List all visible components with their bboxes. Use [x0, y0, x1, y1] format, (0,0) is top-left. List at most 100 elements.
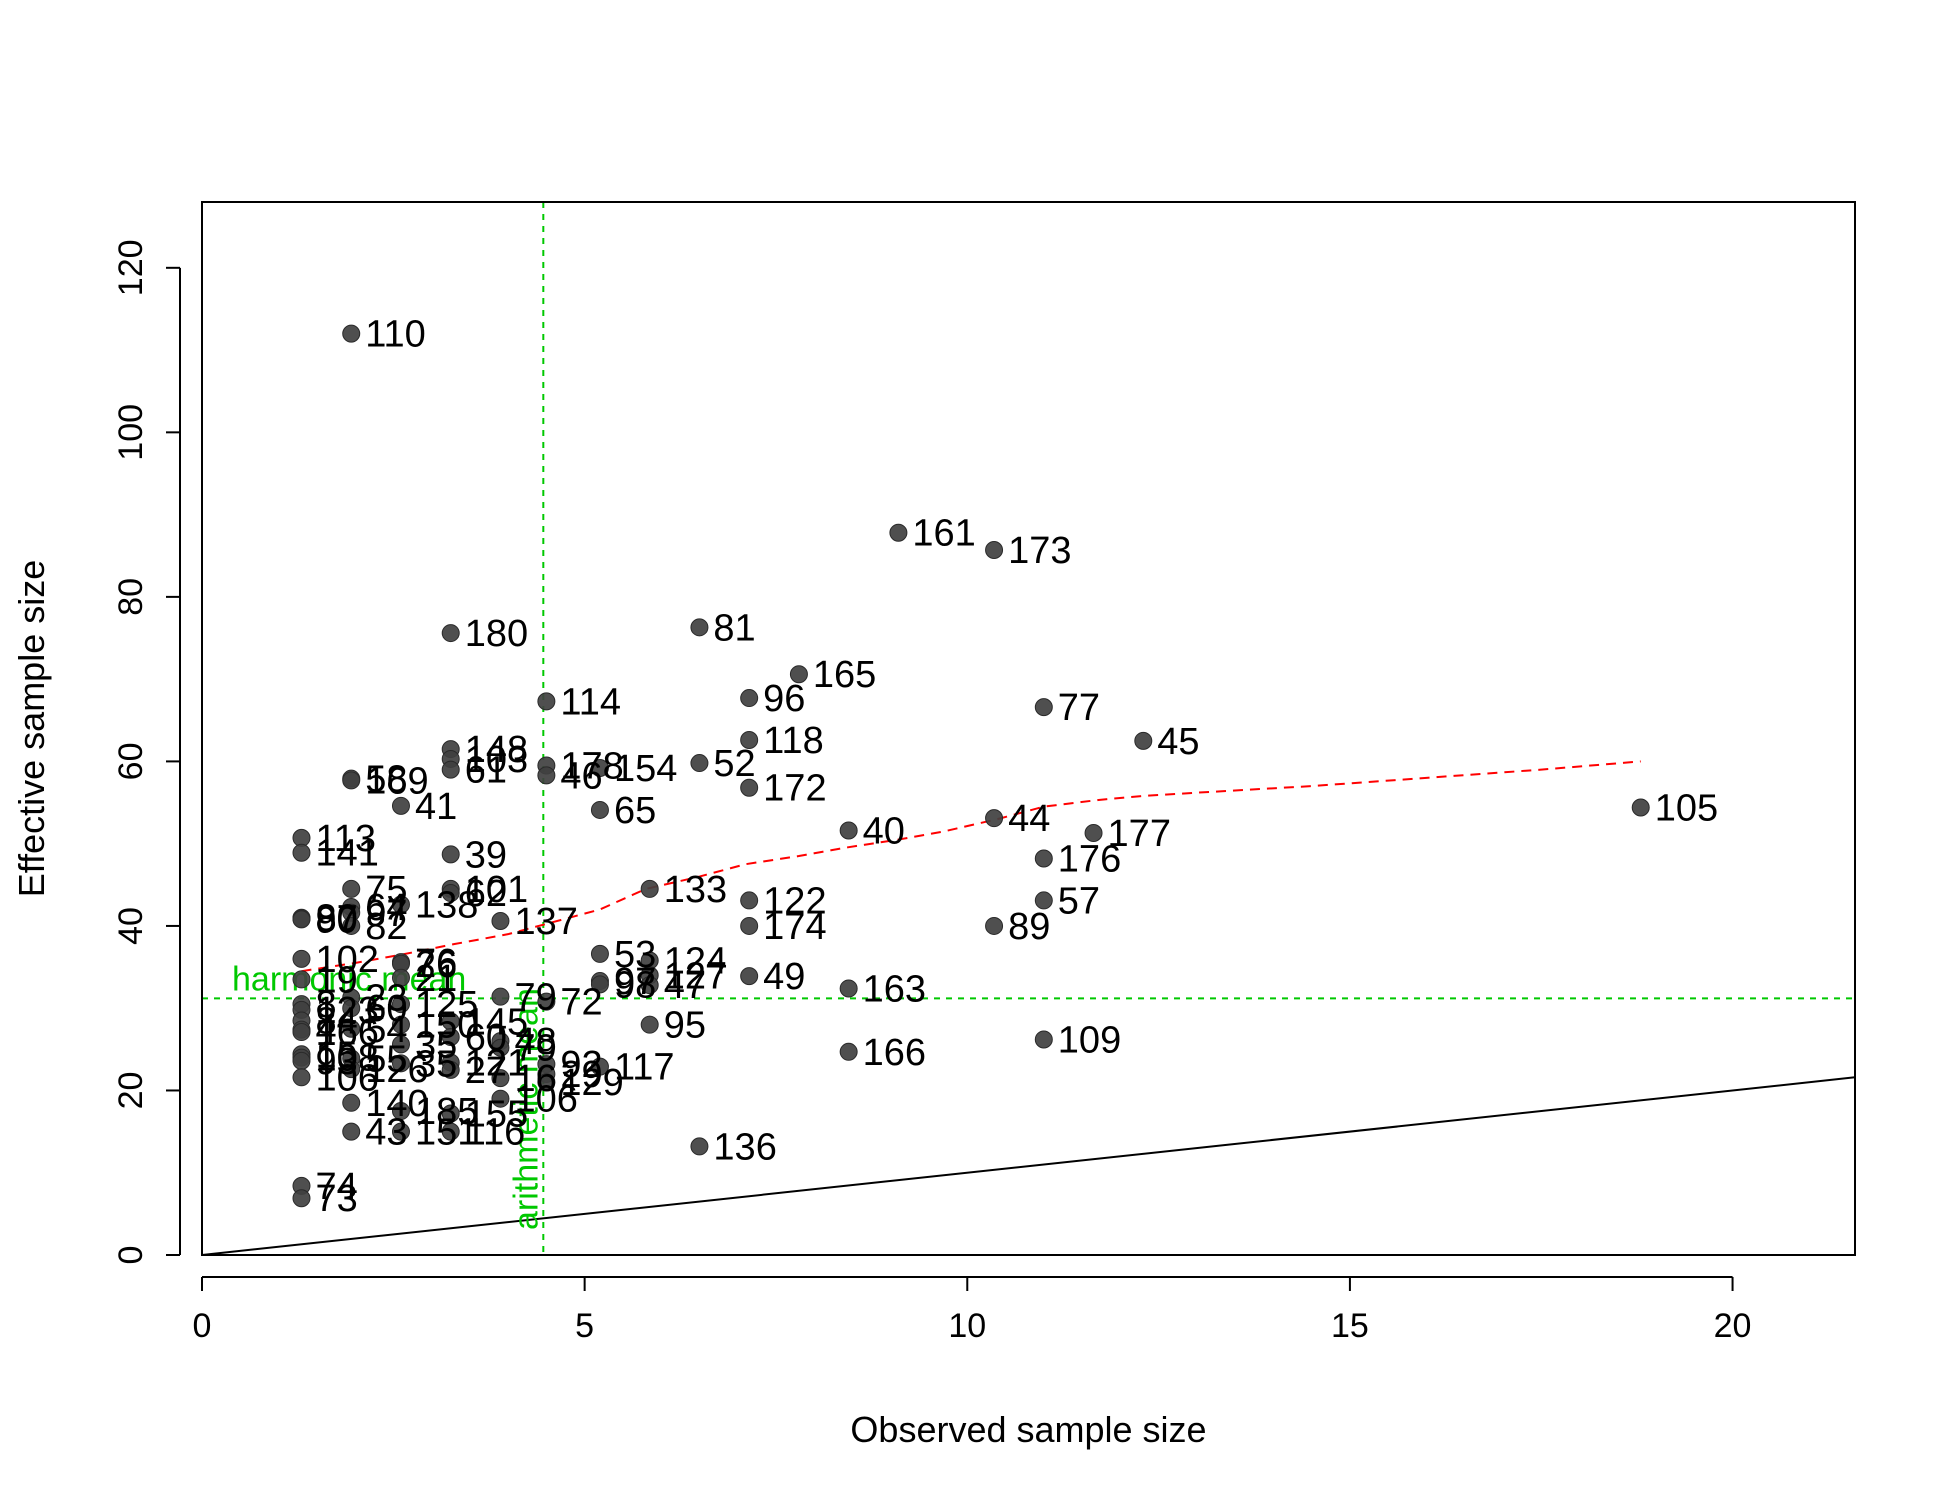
data-point — [1134, 731, 1153, 750]
data-point — [985, 916, 1004, 935]
y-tick-label: 0 — [112, 1246, 150, 1265]
point-label: 97 — [614, 961, 656, 1003]
point-label: 87 — [315, 899, 357, 941]
point-label: 140 — [365, 1083, 428, 1125]
data-point — [640, 879, 659, 898]
point-label: 177 — [1108, 813, 1171, 855]
data-point — [789, 665, 808, 684]
point-label: 64 — [365, 887, 407, 929]
point-label: 82 — [365, 906, 407, 948]
point-label: 92 — [560, 1044, 602, 1086]
data-point — [590, 800, 609, 819]
point-label: 116 — [465, 1112, 526, 1154]
data-point — [640, 1015, 659, 1034]
y-tick-label: 100 — [112, 404, 150, 461]
data-point — [391, 1035, 410, 1054]
data-point — [391, 968, 410, 987]
data-point — [441, 845, 460, 864]
data-point — [491, 1038, 510, 1057]
x-tick-label: 15 — [1331, 1307, 1369, 1345]
data-point — [441, 624, 460, 643]
point-label: 136 — [713, 1126, 776, 1168]
data-point — [441, 1104, 460, 1123]
point-label: 124 — [664, 940, 727, 982]
point-label: 43 — [365, 1112, 407, 1154]
data-point — [342, 1060, 361, 1079]
point-label: 126 — [365, 1049, 428, 1091]
data-point — [491, 912, 510, 931]
point-label: 95 — [664, 1005, 706, 1047]
point-label: 72 — [560, 982, 602, 1024]
point-label: 45 — [1157, 721, 1199, 763]
data-point — [537, 766, 556, 785]
point-label: 40 — [863, 811, 905, 853]
x-axis-title: Observed sample size — [850, 1409, 1206, 1450]
point-label: 180 — [465, 613, 528, 655]
data-point — [740, 891, 759, 910]
data-point — [292, 970, 311, 989]
point-label: 79 — [514, 1028, 556, 1070]
data-point — [342, 1093, 361, 1112]
data-point — [391, 1122, 410, 1141]
data-point — [342, 916, 361, 935]
data-point — [690, 618, 709, 637]
point-label: 4 — [315, 1010, 336, 1052]
point-label: 121 — [465, 1042, 528, 1084]
data-point — [590, 1057, 609, 1076]
point-label: 108 — [315, 1038, 378, 1080]
point-label: 169 — [365, 760, 428, 802]
data-point — [491, 1069, 510, 1088]
point-label: 44 — [1008, 798, 1050, 840]
point-label: 155 — [465, 1094, 528, 1136]
point-label: 41 — [415, 786, 457, 828]
point-label: 77 — [1058, 687, 1100, 729]
point-label: 122 — [763, 880, 826, 922]
data-point — [985, 809, 1004, 828]
data-point — [441, 1122, 460, 1141]
data-point — [391, 995, 410, 1014]
x-tick-label: 0 — [193, 1307, 212, 1345]
data-point — [292, 1023, 311, 1042]
point-label: 148 — [465, 729, 528, 771]
point-label: 39 — [465, 834, 507, 876]
y-tick-label: 20 — [112, 1072, 150, 1110]
point-label: 35 — [415, 1024, 457, 1066]
data-point — [1631, 798, 1650, 817]
data-point — [491, 1089, 510, 1108]
arithmetic-mean-label: arithmetic mean — [507, 988, 545, 1230]
point-label: 62 — [465, 873, 507, 915]
point-label: 125 — [415, 984, 478, 1026]
point-label: 49 — [763, 956, 805, 998]
point-label: 105 — [1655, 787, 1718, 829]
point-label: 154 — [614, 748, 677, 790]
x-tick-label: 10 — [948, 1307, 986, 1345]
data-point — [640, 976, 659, 995]
data-point — [690, 754, 709, 773]
point-label: 145 — [465, 1001, 528, 1043]
point-label: 15 — [315, 1034, 357, 1076]
y-tick-label: 120 — [112, 239, 150, 296]
x-tick-label: 20 — [1714, 1307, 1752, 1345]
point-label: 8 — [315, 984, 336, 1026]
point-label: 161 — [912, 513, 975, 555]
point-label: 57 — [1058, 880, 1100, 922]
x-tick-label: 5 — [575, 1307, 594, 1345]
data-point — [590, 944, 609, 963]
data-point — [740, 967, 759, 986]
point-label: 61 — [465, 750, 507, 792]
point-label: 52 — [713, 743, 755, 785]
data-point — [391, 1015, 410, 1034]
data-point — [740, 778, 759, 797]
point-label: 80 — [315, 898, 357, 940]
data-point — [839, 821, 858, 840]
y-axis-title: Effective sample size — [11, 560, 52, 897]
data-point — [590, 975, 609, 994]
point-label: 109 — [1058, 1019, 1121, 1061]
point-label: 75 — [365, 869, 407, 911]
point-label: 19 — [315, 959, 357, 1001]
data-point — [690, 1137, 709, 1156]
data-point — [292, 1051, 311, 1070]
point-label: 133 — [664, 869, 727, 911]
